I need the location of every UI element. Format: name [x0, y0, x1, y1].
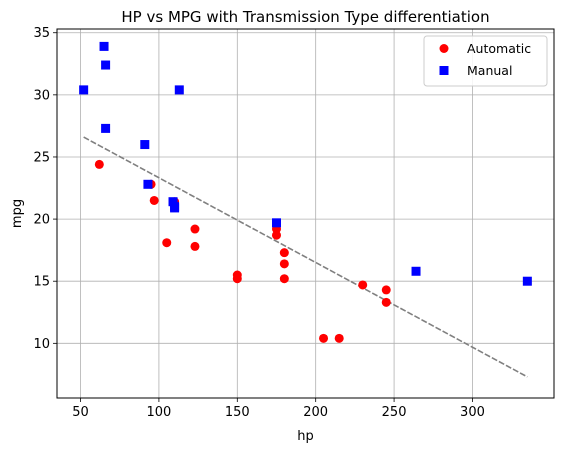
x-tick-label: 200: [303, 405, 328, 420]
chart-title: HP vs MPG with Transmission Type differe…: [121, 8, 489, 26]
automatic-point: [381, 297, 391, 307]
y-axis-label: mpg: [10, 199, 25, 228]
manual-point: [140, 140, 150, 150]
automatic-point: [381, 285, 391, 295]
y-tick-label: 30: [33, 88, 50, 103]
manual-point: [411, 266, 421, 276]
axis-ticks: 50 100 150 200 250 300 10 15 20 25 30 35: [33, 26, 484, 420]
manual-point: [101, 60, 111, 70]
manual-point: [143, 179, 153, 189]
automatic-point: [279, 274, 289, 284]
y-tick-label: 10: [33, 337, 50, 352]
data-points: [79, 41, 532, 343]
legend-label-manual: Manual: [467, 63, 512, 78]
x-axis-label: hp: [297, 429, 314, 444]
y-tick-label: 15: [33, 275, 50, 290]
y-tick-label: 20: [33, 213, 50, 228]
legend-label-automatic: Automatic: [467, 41, 531, 56]
trend-line: [83, 136, 528, 378]
y-tick-label: 35: [33, 26, 50, 41]
x-tick-label: 250: [382, 405, 407, 420]
legend-marker-automatic: [439, 44, 449, 53]
legend-box: [423, 35, 548, 87]
automatic-point: [319, 333, 329, 343]
y-tick-label: 25: [33, 150, 50, 165]
manual-point: [168, 197, 178, 207]
manual-point: [99, 41, 109, 51]
x-tick-label: 300: [460, 405, 485, 420]
manual-point: [101, 123, 111, 133]
automatic-point: [190, 241, 200, 251]
automatic-point: [358, 280, 368, 290]
automatic-point: [271, 230, 281, 240]
plot-frame: [56, 28, 555, 399]
legend-marker-manual: [439, 66, 449, 75]
manual-point: [174, 85, 184, 95]
manual-point: [271, 218, 281, 228]
automatic-point: [232, 274, 242, 284]
automatic-point: [162, 238, 172, 248]
x-tick-label: 150: [225, 405, 250, 420]
automatic-point: [279, 248, 289, 258]
automatic-point: [190, 224, 200, 234]
manual-point: [79, 85, 89, 95]
automatic-point: [94, 159, 104, 169]
automatic-point: [279, 259, 289, 269]
manual-point: [522, 276, 532, 286]
x-tick-label: 100: [146, 405, 171, 420]
grid: [57, 29, 554, 398]
trend-line-layer: [83, 136, 528, 378]
x-tick-label: 50: [72, 405, 89, 420]
automatic-point: [334, 333, 344, 343]
manual-point: [170, 203, 180, 213]
legend: Automatic Manual: [423, 35, 548, 87]
automatic-point: [149, 195, 159, 205]
